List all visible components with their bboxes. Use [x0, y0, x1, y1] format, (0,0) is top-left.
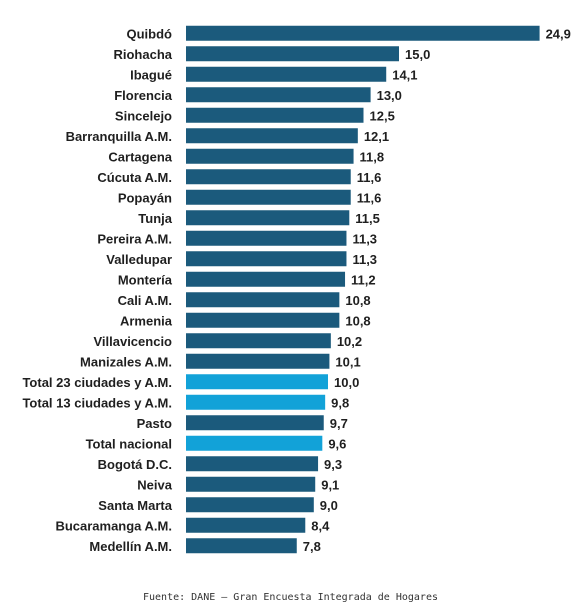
value-label: 10,8: [345, 313, 370, 328]
category-label: Cúcuta A.M.: [97, 170, 172, 185]
bar-highlight: [186, 374, 328, 390]
category-label: Popayán: [118, 190, 172, 205]
category-label: Total 23 ciudades y A.M.: [22, 375, 172, 390]
bar: [186, 456, 319, 472]
value-label: 9,8: [331, 395, 349, 410]
value-label: 10,1: [335, 354, 360, 369]
value-label: 11,2: [351, 272, 376, 287]
value-label: 12,1: [364, 129, 389, 144]
bar: [186, 292, 340, 308]
category-label: Total 13 ciudades y A.M.: [22, 395, 172, 410]
category-label: Tunja: [138, 211, 172, 226]
category-label: Florencia: [114, 88, 173, 103]
bar: [186, 497, 314, 513]
category-label: Santa Marta: [98, 498, 172, 513]
bar-highlight: [186, 435, 323, 451]
value-label: 7,8: [303, 539, 321, 554]
source-note: Fuente: DANE – Gran Encuesta Integrada d…: [142, 592, 438, 603]
value-label: 14,1: [392, 67, 417, 82]
bar: [186, 517, 306, 533]
value-label: 15,0: [405, 47, 430, 62]
value-label: 11,5: [355, 211, 380, 226]
value-label: 9,7: [330, 416, 348, 431]
bar: [186, 189, 351, 205]
bar: [186, 25, 540, 41]
bar: [186, 333, 331, 349]
value-label: 12,5: [370, 108, 395, 123]
category-label: Cali A.M.: [118, 293, 172, 308]
value-label: 9,1: [321, 477, 339, 492]
value-label: 11,3: [352, 252, 377, 267]
category-label: Bucaramanga A.M.: [55, 518, 172, 533]
category-label: Medellín A.M.: [89, 539, 172, 554]
bar: [186, 66, 387, 82]
value-label: 11,6: [357, 190, 382, 205]
category-label: Cartagena: [108, 149, 172, 164]
value-label: 10,2: [337, 334, 362, 349]
value-label: 11,8: [360, 149, 385, 164]
category-label: Total nacional: [86, 436, 172, 451]
bar: [186, 271, 346, 287]
category-label: Manizales A.M.: [80, 354, 172, 369]
value-label: 9,3: [324, 457, 342, 472]
category-label: Bogotá D.C.: [98, 457, 172, 472]
bar: [186, 353, 330, 369]
value-label: 10,8: [345, 293, 370, 308]
category-label: Quibdó: [127, 26, 173, 41]
bar: [186, 87, 371, 103]
value-label: 9,6: [328, 436, 346, 451]
category-label: Armenia: [120, 313, 173, 328]
bar: [186, 128, 358, 144]
category-label: Pereira A.M.: [97, 231, 172, 246]
value-label: 11,6: [357, 170, 382, 185]
category-label: Neiva: [137, 477, 172, 492]
bar: [186, 107, 364, 123]
category-label: Ibagué: [130, 67, 172, 82]
bar: [186, 230, 347, 246]
bar: [186, 169, 351, 185]
category-label: Riohacha: [113, 47, 172, 62]
bar: [186, 476, 316, 492]
value-label: 24,9: [546, 26, 571, 41]
value-label: 11,3: [352, 231, 377, 246]
bar: [186, 210, 350, 226]
value-label: 10,0: [334, 375, 359, 390]
bar: [186, 538, 297, 554]
bar-highlight: [186, 394, 326, 410]
bar: [186, 46, 399, 62]
value-label: 13,0: [377, 88, 402, 103]
category-label: Pasto: [137, 416, 172, 431]
bar-chart: Quibdó 24,9 Riohacha 15,0 Ibagué 14,1 Florenci…: [22, 25, 571, 554]
category-label: Villavicencio: [93, 334, 172, 349]
category-label: Montería: [118, 272, 173, 287]
bar: [186, 148, 354, 164]
bar: [186, 251, 347, 267]
category-label: Valledupar: [106, 252, 172, 267]
value-label: 9,0: [320, 498, 338, 513]
bar: [186, 415, 324, 431]
bar: [186, 312, 340, 328]
category-label: Sincelejo: [115, 108, 172, 123]
category-label: Barranquilla A.M.: [66, 129, 172, 144]
value-label: 8,4: [311, 518, 330, 533]
